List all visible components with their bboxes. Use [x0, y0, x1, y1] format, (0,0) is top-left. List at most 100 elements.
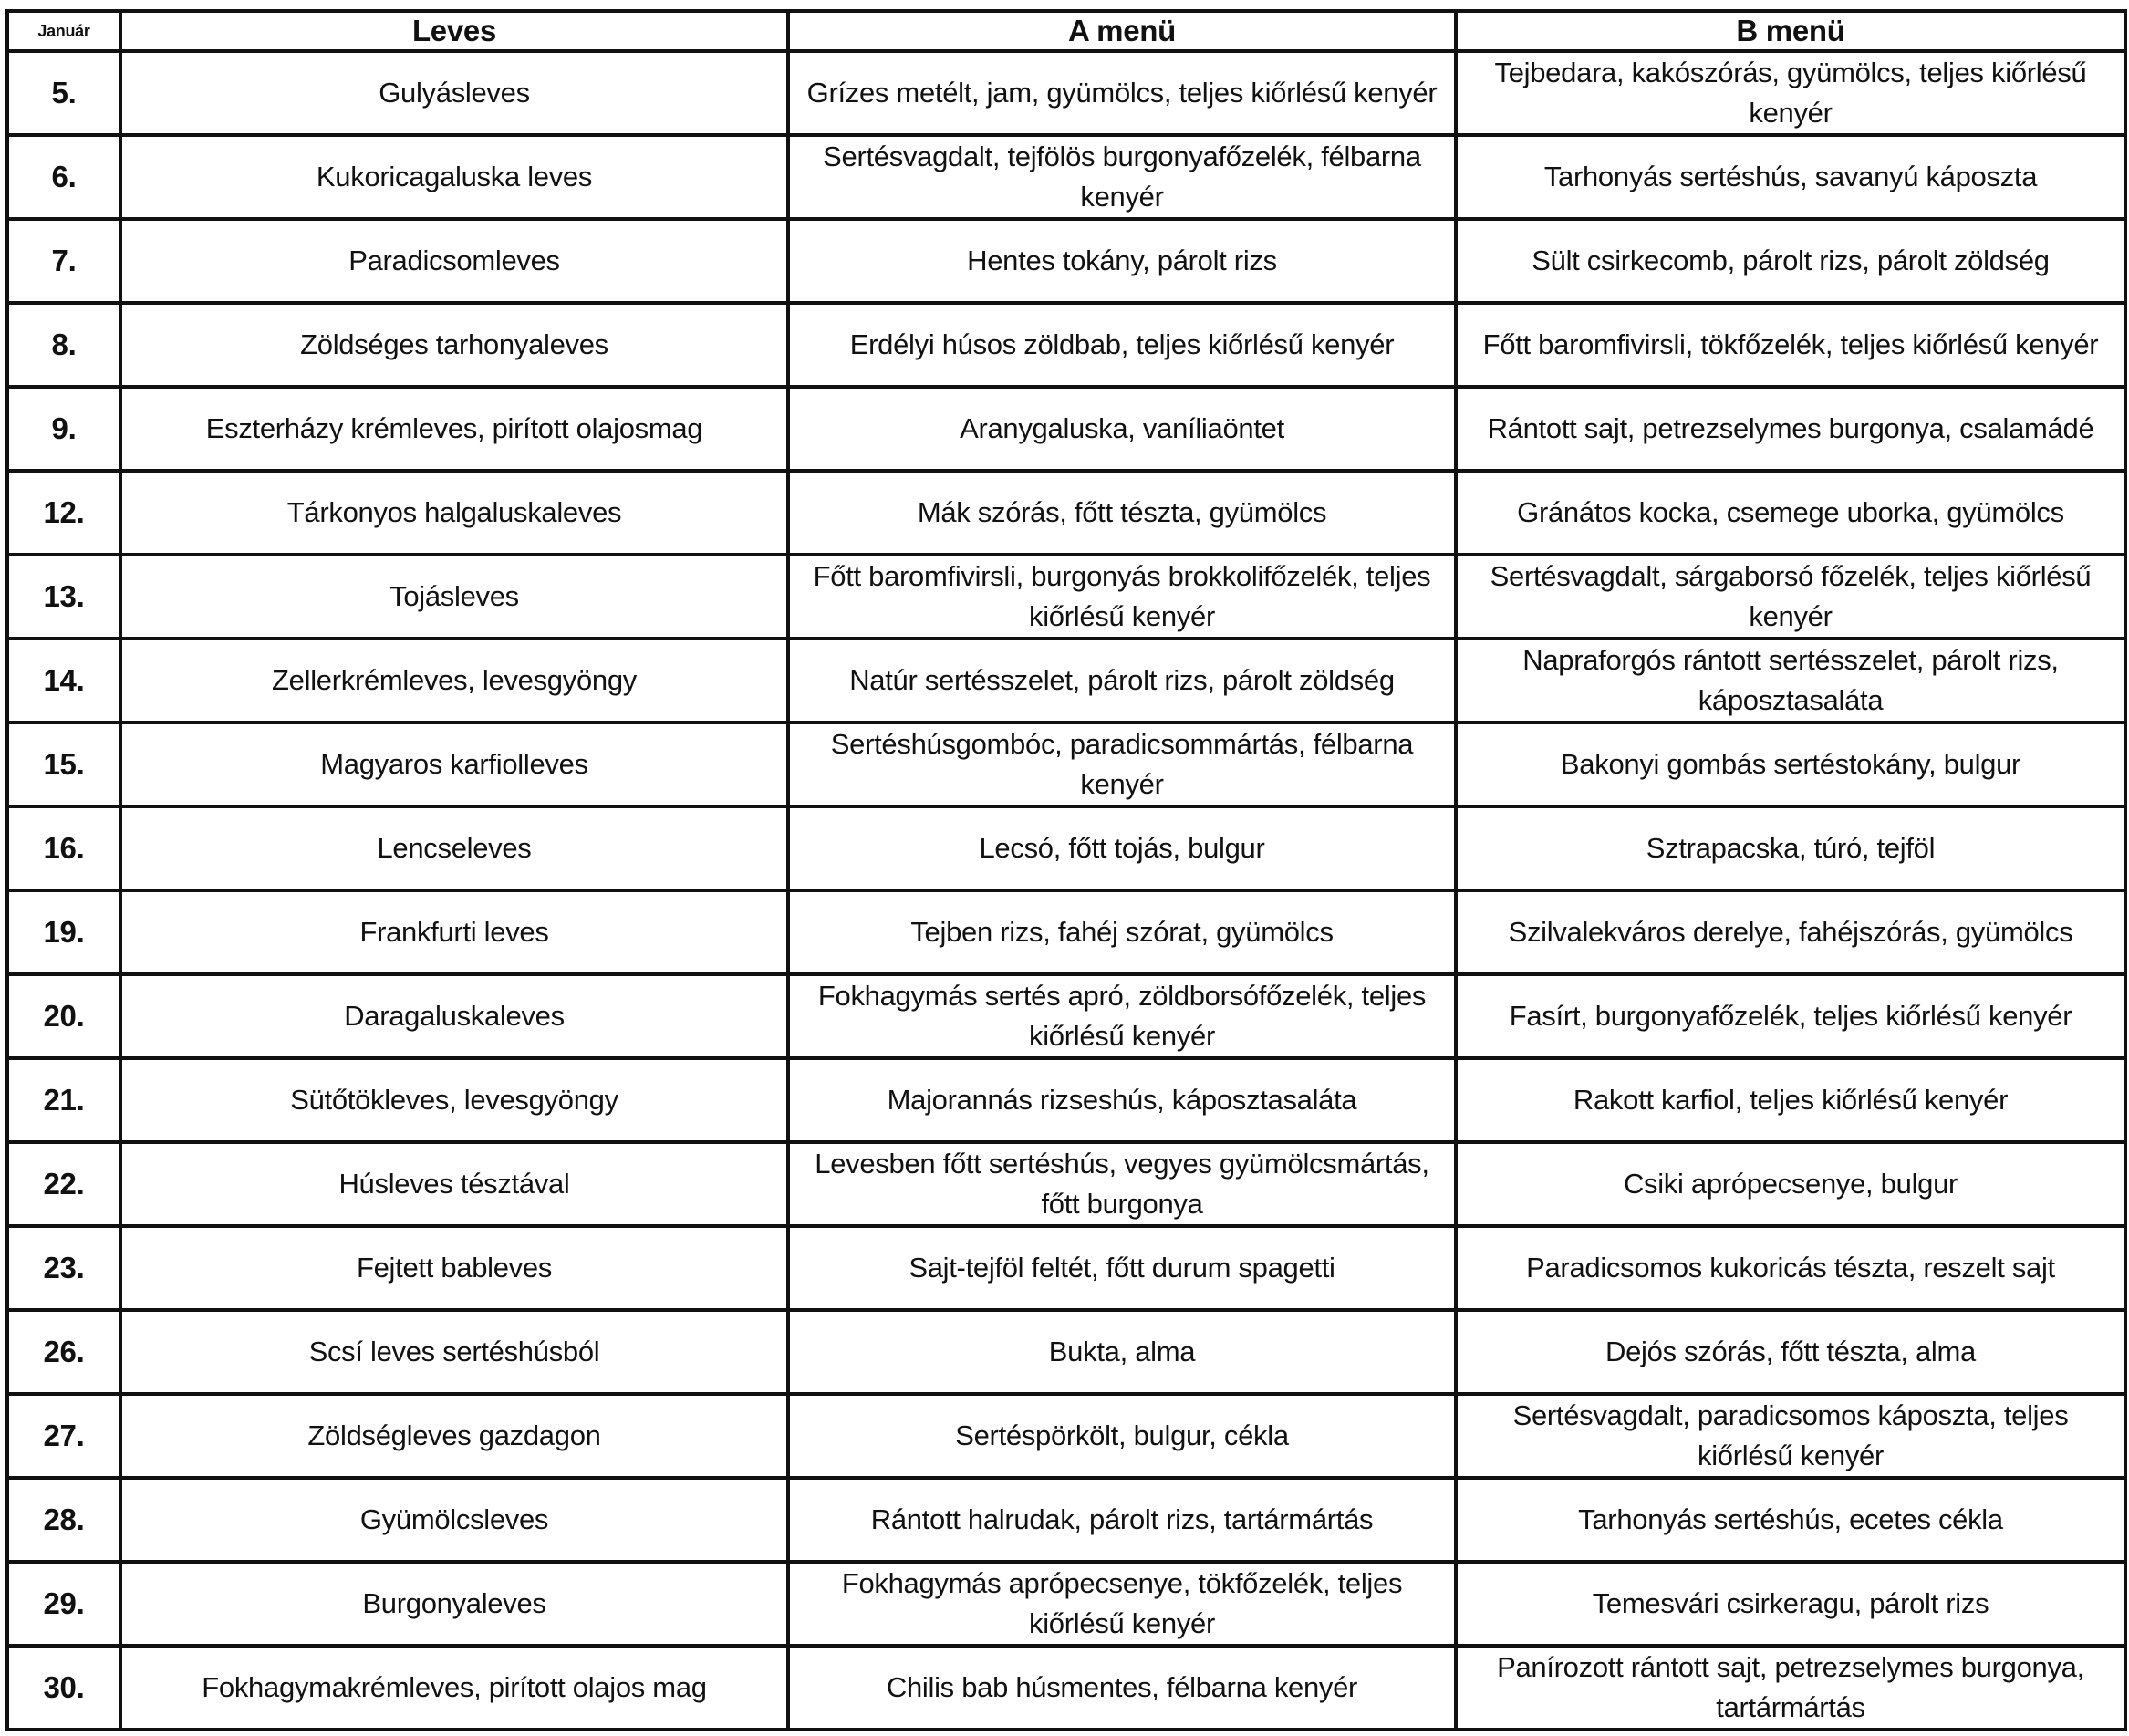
soup-cell: Fokhagymakrémleves, pirított olajos mag [119, 1644, 790, 1731]
soup-cell: Magyaros karfiolleves [119, 721, 790, 808]
menu-a-cell: Tejben rizs, fahéj szórat, gyümölcs [786, 889, 1458, 976]
day-cell: 6. [5, 133, 122, 221]
table-row: 8. Zöldséges tarhonyaleves Erdélyi húsos z… [5, 301, 2127, 389]
day-cell: 7. [5, 217, 122, 305]
table-row: 16. Lencseleves Lecsó, főtt tojás, bulgur S… [5, 805, 2127, 892]
menu-table: Január Leves A menü B menü 5. Gulyásleves… [5, 9, 2127, 1731]
soup-cell: Daragaluskaleves [119, 972, 790, 1060]
day-cell: 20. [5, 972, 122, 1060]
day-cell: 16. [5, 805, 122, 892]
menu-a-cell: Főtt baromfivirsli, burgonyás brokkolifő… [786, 553, 1458, 640]
menu-b-cell: Temesvári csirkeragu, párolt rizs [1454, 1560, 2127, 1648]
soup-cell: Fejtett bableves [119, 1224, 790, 1312]
menu-b-cell: Tarhonyás sertéshús, ecetes cékla [1454, 1476, 2127, 1564]
table-row: 22. Húsleves tésztával Levesben főtt serté… [5, 1140, 2127, 1228]
soup-cell: Gulyásleves [119, 49, 790, 137]
menu-a-cell: Mák szórás, főtt tészta, gyümölcs [786, 469, 1458, 556]
menu-b-cell: Sertésvagdalt, paradicsomos káposzta, te… [1454, 1392, 2127, 1480]
soup-cell: Frankfurti leves [119, 889, 790, 976]
menu-a-cell: Majorannás rizseshús, káposztasaláta [786, 1056, 1458, 1144]
header-row: Január Leves A menü B menü [5, 9, 2127, 53]
menu-a-cell: Natúr sertésszelet, párolt rizs, párolt … [786, 637, 1458, 724]
menu-b-cell: Gránátos kocka, csemege uborka, gyümölcs [1454, 469, 2127, 556]
table-row: 12. Tárkonyos halgaluskaleves Mák szórás, … [5, 469, 2127, 556]
soup-cell: Eszterházy krémleves, pirított olajosmag [119, 385, 790, 473]
menu-a-cell: Fokhagymás sertés apró, zöldborsófőzelék… [786, 972, 1458, 1060]
menu-b-cell: Tejbedara, kakószórás, gyümölcs, teljes … [1454, 49, 2127, 137]
menu-b-cell: Bakonyi gombás sertéstokány, bulgur [1454, 721, 2127, 808]
menu-a-cell: Bukta, alma [786, 1308, 1458, 1396]
menu-b-cell: Rántott sajt, petrezselymes burgonya, cs… [1454, 385, 2127, 473]
menu-a-cell: Lecsó, főtt tojás, bulgur [786, 805, 1458, 892]
soup-cell: Kukoricagaluska leves [119, 133, 790, 221]
menu-b-cell: Csiki aprópecsenye, bulgur [1454, 1140, 2127, 1228]
day-cell: 23. [5, 1224, 122, 1312]
soup-cell: Tárkonyos halgaluskaleves [119, 469, 790, 556]
table-row: 13. Tojásleves Főtt baromfivirsli, burgony… [5, 553, 2127, 640]
soup-cell: Burgonyaleves [119, 1560, 790, 1648]
menu-b-cell: Paradicsomos kukoricás tészta, reszelt s… [1454, 1224, 2127, 1312]
soup-cell: Húsleves tésztával [119, 1140, 790, 1228]
table-row: 7. Paradicsomleves Hentes tokány, párolt r… [5, 217, 2127, 305]
soup-header: Leves [119, 9, 790, 53]
day-cell: 8. [5, 301, 122, 389]
menu-b-header: B menü [1454, 9, 2127, 53]
menu-b-cell: Szilvalekváros derelye, fahéjszórás, gyü… [1454, 889, 2127, 976]
menu-b-cell: Sztrapacska, túró, tejföl [1454, 805, 2127, 892]
day-cell: 29. [5, 1560, 122, 1648]
menu-b-cell: Sült csirkecomb, párolt rizs, párolt zöl… [1454, 217, 2127, 305]
table-row: 5. Gulyásleves Grízes metélt, jam, gyümölc… [5, 49, 2127, 137]
menu-a-cell: Hentes tokány, párolt rizs [786, 217, 1458, 305]
menu-a-cell: Sertésvagdalt, tejfölös burgonyafőzelék,… [786, 133, 1458, 221]
day-cell: 28. [5, 1476, 122, 1564]
menu-a-cell: Sajt-tejföl feltét, főtt durum spagetti [786, 1224, 1458, 1312]
soup-cell: Zellerkrémleves, levesgyöngy [119, 637, 790, 724]
menu-a-cell: Levesben főtt sertéshús, vegyes gyümölcs… [786, 1140, 1458, 1228]
menu-b-cell: Főtt baromfivirsli, tökfőzelék, teljes k… [1454, 301, 2127, 389]
table-row: 21. Sütőtökleves, levesgyöngy Majorannás r… [5, 1056, 2127, 1144]
day-cell: 21. [5, 1056, 122, 1144]
day-cell: 9. [5, 385, 122, 473]
menu-a-header: A menü [786, 9, 1458, 53]
table-row: 30. Fokhagymakrémleves, pirított olajos m… [5, 1644, 2127, 1731]
menu-b-cell: Dejós szórás, főtt tészta, alma [1454, 1308, 2127, 1396]
month-header: Január [5, 9, 122, 53]
day-cell: 15. [5, 721, 122, 808]
table-row: 15. Magyaros karfiolleves Sertéshúsgombóc,… [5, 721, 2127, 808]
soup-cell: Paradicsomleves [119, 217, 790, 305]
soup-cell: Tojásleves [119, 553, 790, 640]
table-row: 9. Eszterházy krémleves, pirított olajosm… [5, 385, 2127, 473]
menu-a-cell: Sertéshúsgombóc, paradicsommártás, félba… [786, 721, 1458, 808]
soup-cell: Gyümölcsleves [119, 1476, 790, 1564]
table-row: 28. Gyümölcsleves Rántott halrudak, párolt… [5, 1476, 2127, 1564]
day-cell: 30. [5, 1644, 122, 1731]
table-row: 23. Fejtett bableves Sajt-tejföl feltét, f… [5, 1224, 2127, 1312]
day-cell: 14. [5, 637, 122, 724]
menu-a-cell: Fokhagymás aprópecsenye, tökfőzelék, tel… [786, 1560, 1458, 1648]
day-cell: 22. [5, 1140, 122, 1228]
day-cell: 5. [5, 49, 122, 137]
day-cell: 26. [5, 1308, 122, 1396]
soup-cell: Scsí leves sertéshúsból [119, 1308, 790, 1396]
table-row: 19. Frankfurti leves Tejben rizs, fahéj sz… [5, 889, 2127, 976]
day-cell: 12. [5, 469, 122, 556]
day-cell: 19. [5, 889, 122, 976]
menu-a-cell: Grízes metélt, jam, gyümölcs, teljes kiő… [786, 49, 1458, 137]
soup-cell: Zöldséges tarhonyaleves [119, 301, 790, 389]
day-cell: 27. [5, 1392, 122, 1480]
day-cell: 13. [5, 553, 122, 640]
menu-a-cell: Aranygaluska, vaníliaöntet [786, 385, 1458, 473]
menu-b-cell: Tarhonyás sertéshús, savanyú káposzta [1454, 133, 2127, 221]
table-row: 6. Kukoricagaluska leves Sertésvagdalt, te… [5, 133, 2127, 221]
menu-a-cell: Chilis bab húsmentes, félbarna kenyér [786, 1644, 1458, 1731]
menu-a-cell: Rántott halrudak, párolt rizs, tartármár… [786, 1476, 1458, 1564]
menu-b-cell: Sertésvagdalt, sárgaborsó főzelék, telje… [1454, 553, 2127, 640]
soup-cell: Sütőtökleves, levesgyöngy [119, 1056, 790, 1144]
table-row: 26. Scsí leves sertéshúsból Bukta, alma Dej… [5, 1308, 2127, 1396]
menu-b-cell: Fasírt, burgonyafőzelék, teljes kiőrlésű… [1454, 972, 2127, 1060]
menu-b-cell: Rakott karfiol, teljes kiőrlésű kenyér [1454, 1056, 2127, 1144]
menu-b-cell: Panírozott rántott sajt, petrezselymes b… [1454, 1644, 2127, 1731]
table-row: 27. Zöldségleves gazdagon Sertéspörkölt, b… [5, 1392, 2127, 1480]
soup-cell: Lencseleves [119, 805, 790, 892]
table-row: 20. Daragaluskaleves Fokhagymás sertés apr… [5, 972, 2127, 1060]
